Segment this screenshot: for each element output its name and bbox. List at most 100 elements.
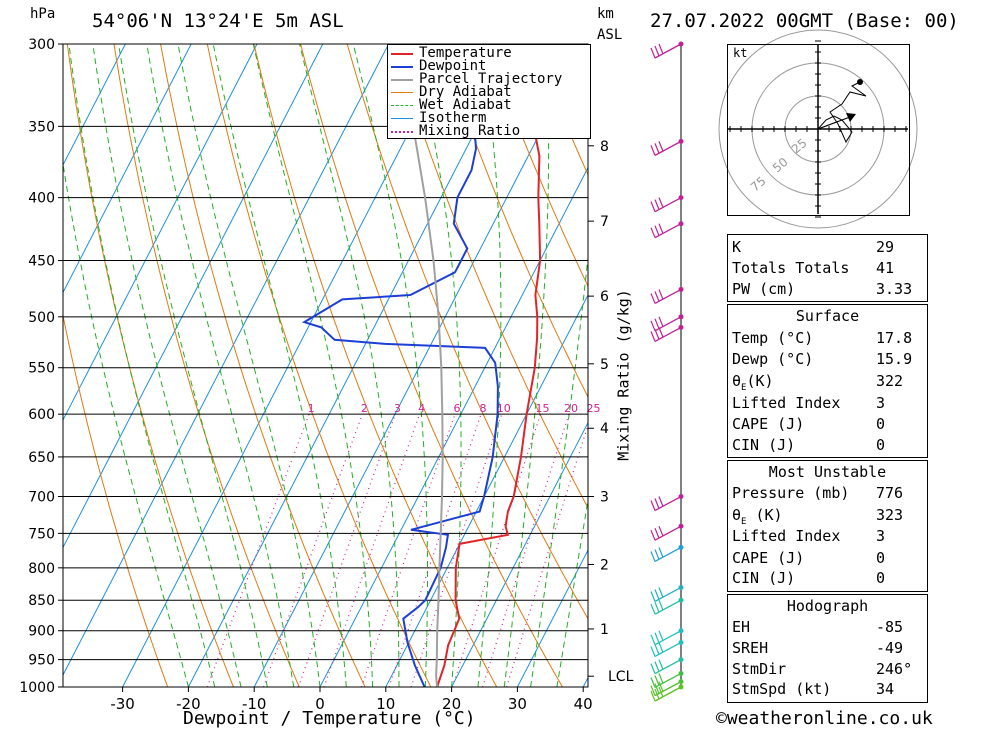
mixing-ratio-line: [262, 413, 363, 687]
wind-barb-dot: [678, 584, 684, 590]
isotherm-line: [516, 549, 588, 687]
wind-barb-feather: [658, 316, 664, 328]
wind-barb-feather: [654, 45, 660, 57]
wind-barb-feather: [658, 289, 664, 300]
table-row: θE(K) 322: [732, 372, 904, 393]
wind-barb: [650, 657, 684, 675]
wind-barb-feather: [654, 143, 660, 154]
km-tick-label: 1: [600, 622, 609, 638]
table-row: StmDir 246°: [732, 660, 913, 678]
wind-barb-dot: [678, 41, 684, 47]
plot-frame: [62, 43, 589, 688]
wind-barb-feather: [650, 201, 656, 212]
pressure-tick-label: 500: [28, 310, 55, 326]
wind-barb-feather: [658, 496, 664, 507]
wind-barb: [650, 494, 684, 512]
pressure-tick-label: 350: [28, 119, 55, 135]
wind-barb-dot: [678, 138, 684, 144]
wind-barb-feather: [658, 327, 664, 338]
pressure-tick-label: 650: [28, 450, 55, 466]
wind-barb-feather: [650, 690, 656, 702]
wind-barb: [650, 41, 684, 59]
dry-adiabat-line: [954, 44, 1000, 687]
isotherm-line: [253, 44, 587, 687]
mixing-ratio-label: 4: [418, 402, 425, 415]
table-row: CIN (J) 0: [732, 569, 886, 587]
wind-barb-feather: [658, 686, 664, 698]
km-tick-label: 8: [600, 139, 609, 155]
wind-barb-feather: [654, 549, 660, 560]
table-row: StmSpd (kt) 34: [732, 680, 895, 698]
wind-barb-dot: [678, 670, 684, 676]
mixing-ratio-label: 10: [497, 402, 511, 415]
wet-adiabat-line: [146, 44, 295, 687]
wind-barb-feather: [654, 225, 660, 236]
wind-barb-feather: [654, 683, 660, 694]
surface-title: Surface: [795, 307, 860, 325]
storm-motion-arrowhead: [846, 113, 856, 122]
isotherm-line: [451, 421, 588, 687]
dry-adiabat-line: [253, 44, 498, 687]
wet-adiabat-line: [92, 44, 242, 687]
mixing-ratio-line: [482, 414, 570, 687]
wind-barb-dot: [678, 523, 684, 529]
plot-grid: [63, 44, 1000, 687]
temperature-tick-label: 30: [508, 695, 527, 713]
temperature-tick-label: 40: [574, 695, 593, 713]
wind-barb: [650, 597, 684, 615]
dry-adiabat-line: [66, 44, 234, 687]
wind-barb-dot: [678, 494, 684, 500]
wind-barb-dot: [678, 597, 684, 603]
wind-barb-dot: [678, 639, 684, 645]
wind-barb-feather: [658, 599, 664, 611]
pressure-tick-label: 300: [28, 37, 55, 53]
wind-barb-feather: [654, 199, 660, 210]
km-tick-label: 3: [600, 490, 609, 506]
pressure-tick-label: 450: [28, 254, 55, 270]
wind-barb-feather: [650, 551, 656, 562]
wind-barb-feather: [650, 331, 656, 342]
mixing-ratio-label: 25: [587, 402, 601, 415]
wind-barb-dot: [678, 286, 684, 292]
pressure-tick-label: 950: [28, 653, 55, 669]
temperature-tick-label: 20: [442, 695, 461, 713]
pressure-tick-label: 400: [28, 191, 55, 207]
isotherm-line: [63, 44, 390, 677]
wind-barb-feather: [650, 646, 656, 657]
pressure-tick-label: 700: [28, 490, 55, 506]
dry-adiabat-line: [346, 44, 588, 620]
temperature-tick-label: 0: [315, 695, 325, 713]
dewpoint-line: [301, 44, 499, 687]
mixing-ratio-label: 6: [453, 402, 460, 415]
most-unstable-table: Most Unstable Pressure (mb) 776 θE (K) 323…: [727, 460, 928, 592]
mixing-ratio-line: [323, 413, 421, 687]
parcel-trajectory-line: [398, 61, 444, 687]
table-row: Dewp (°C) 15.9: [732, 350, 913, 368]
wind-barb: [650, 221, 684, 239]
wet-adiabat-line: [63, 161, 189, 687]
wind-barb-feather: [650, 293, 656, 304]
temperature-tick-label: -10: [242, 695, 267, 713]
wind-barb: [650, 684, 684, 702]
wet-adiabat-line: [68, 44, 216, 687]
wind-barb-feather: [654, 661, 660, 672]
table-row: Lifted Index 3: [732, 394, 886, 412]
wind-barb-feather: [658, 197, 664, 208]
pressure-tick-label: 750: [28, 526, 55, 542]
wind-barb-feather: [654, 589, 660, 600]
wind-barb: [650, 286, 684, 304]
pressure-tick-label: 600: [28, 407, 55, 423]
wind-barb-feather: [650, 320, 656, 332]
wind-barb-dot: [678, 324, 684, 330]
wind-barb-feather: [654, 675, 660, 686]
wind-barb-feather: [654, 601, 660, 613]
wind-barb-column: [650, 41, 684, 702]
wind-barb-dot: [678, 679, 684, 685]
km-tick-label: 2: [600, 557, 609, 573]
lcl-label: LCL: [608, 669, 634, 685]
km-tick-label: 4: [600, 421, 609, 437]
wind-barb: [650, 639, 684, 658]
wind-barb-feather: [658, 642, 664, 653]
wind-barb-feather: [658, 673, 664, 684]
hodograph-frame: [727, 44, 910, 216]
